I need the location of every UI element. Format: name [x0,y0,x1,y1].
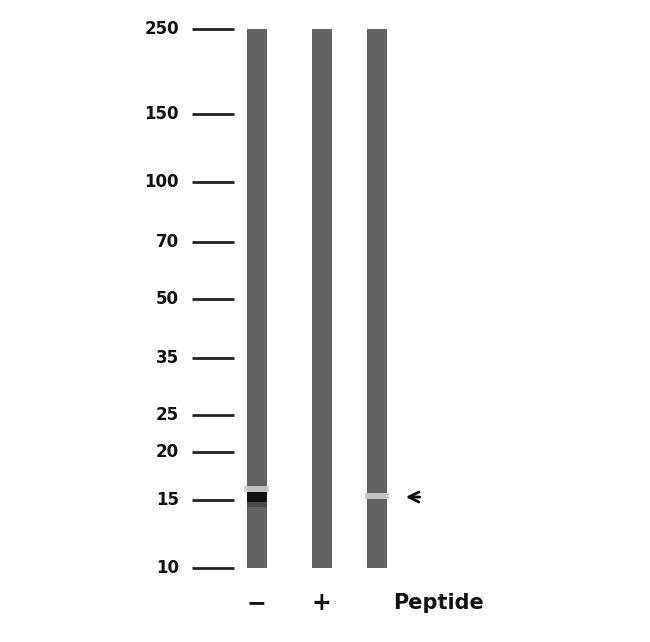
Text: Peptide: Peptide [393,593,484,614]
Text: 100: 100 [144,173,179,191]
Text: +: + [312,591,332,616]
Text: 70: 70 [155,233,179,251]
Bar [365,493,389,499]
Text: 10: 10 [156,559,179,577]
Text: 20: 20 [155,443,179,461]
Bar [247,492,266,502]
Text: 250: 250 [144,20,179,38]
Bar [244,486,269,492]
Text: 25: 25 [155,406,179,424]
Text: 15: 15 [156,491,179,509]
Text: 50: 50 [156,290,179,308]
Bar [247,501,266,507]
Text: −: − [247,591,266,616]
Bar [367,29,387,568]
Text: 35: 35 [155,349,179,367]
Bar [312,29,332,568]
Text: 150: 150 [144,105,179,123]
Bar [247,29,266,568]
